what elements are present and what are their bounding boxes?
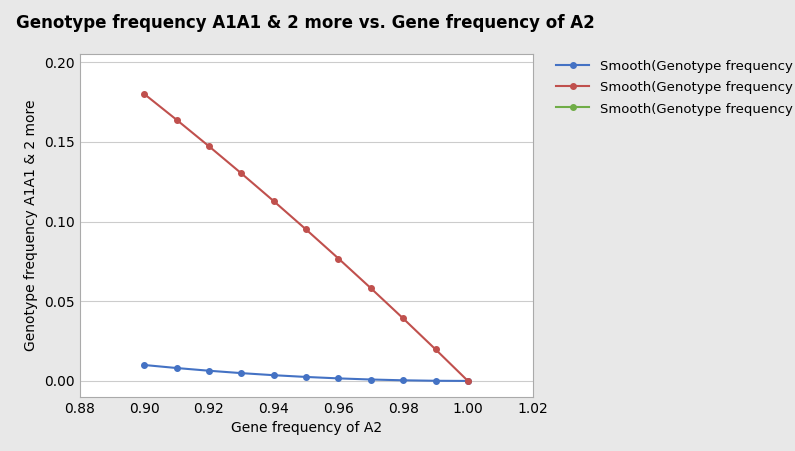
Smooth(Genotype frequency A1A2) xyxy=(398,316,408,321)
Smooth(Genotype frequency A1A1) xyxy=(269,373,278,378)
Smooth(Genotype frequency A1A1) xyxy=(204,368,214,373)
Smooth(Genotype frequency A1A1) xyxy=(366,377,375,382)
Smooth(Genotype frequency A1A2) xyxy=(463,378,473,384)
Smooth(Genotype frequency A1A2) xyxy=(431,347,440,352)
Y-axis label: Genotype frequency A1A1 & 2 more: Genotype frequency A1A1 & 2 more xyxy=(25,100,38,351)
Smooth(Genotype frequency A1A1) xyxy=(398,377,408,383)
X-axis label: Gene frequency of A2: Gene frequency of A2 xyxy=(231,421,382,435)
Smooth(Genotype frequency A1A2) xyxy=(366,285,375,291)
Smooth(Genotype frequency A1A1) xyxy=(463,378,473,384)
Smooth(Genotype frequency A1A1) xyxy=(334,376,343,381)
Smooth(Genotype frequency A1A2) xyxy=(237,170,246,176)
Legend: Smooth(Genotype frequency A1A1), Smooth(Genotype frequency A1A2), Smooth(Genotyp: Smooth(Genotype frequency A1A1), Smooth(… xyxy=(551,54,795,121)
Smooth(Genotype frequency A1A2) xyxy=(172,117,181,123)
Smooth(Genotype frequency A1A2) xyxy=(204,143,214,149)
Smooth(Genotype frequency A1A2) xyxy=(334,256,343,261)
Smooth(Genotype frequency A1A1) xyxy=(237,370,246,376)
Line: Smooth(Genotype frequency A1A1): Smooth(Genotype frequency A1A1) xyxy=(142,362,471,384)
Smooth(Genotype frequency A1A2) xyxy=(139,91,149,97)
Line: Smooth(Genotype frequency A1A2): Smooth(Genotype frequency A1A2) xyxy=(142,91,471,384)
Smooth(Genotype frequency A1A1) xyxy=(172,365,181,371)
Smooth(Genotype frequency A1A1) xyxy=(139,362,149,368)
Smooth(Genotype frequency A1A2) xyxy=(301,227,311,232)
Text: Genotype frequency A1A1 & 2 more vs. Gene frequency of A2: Genotype frequency A1A1 & 2 more vs. Gen… xyxy=(16,14,595,32)
Smooth(Genotype frequency A1A1) xyxy=(431,378,440,383)
Smooth(Genotype frequency A1A2) xyxy=(269,198,278,204)
Smooth(Genotype frequency A1A1) xyxy=(301,374,311,380)
